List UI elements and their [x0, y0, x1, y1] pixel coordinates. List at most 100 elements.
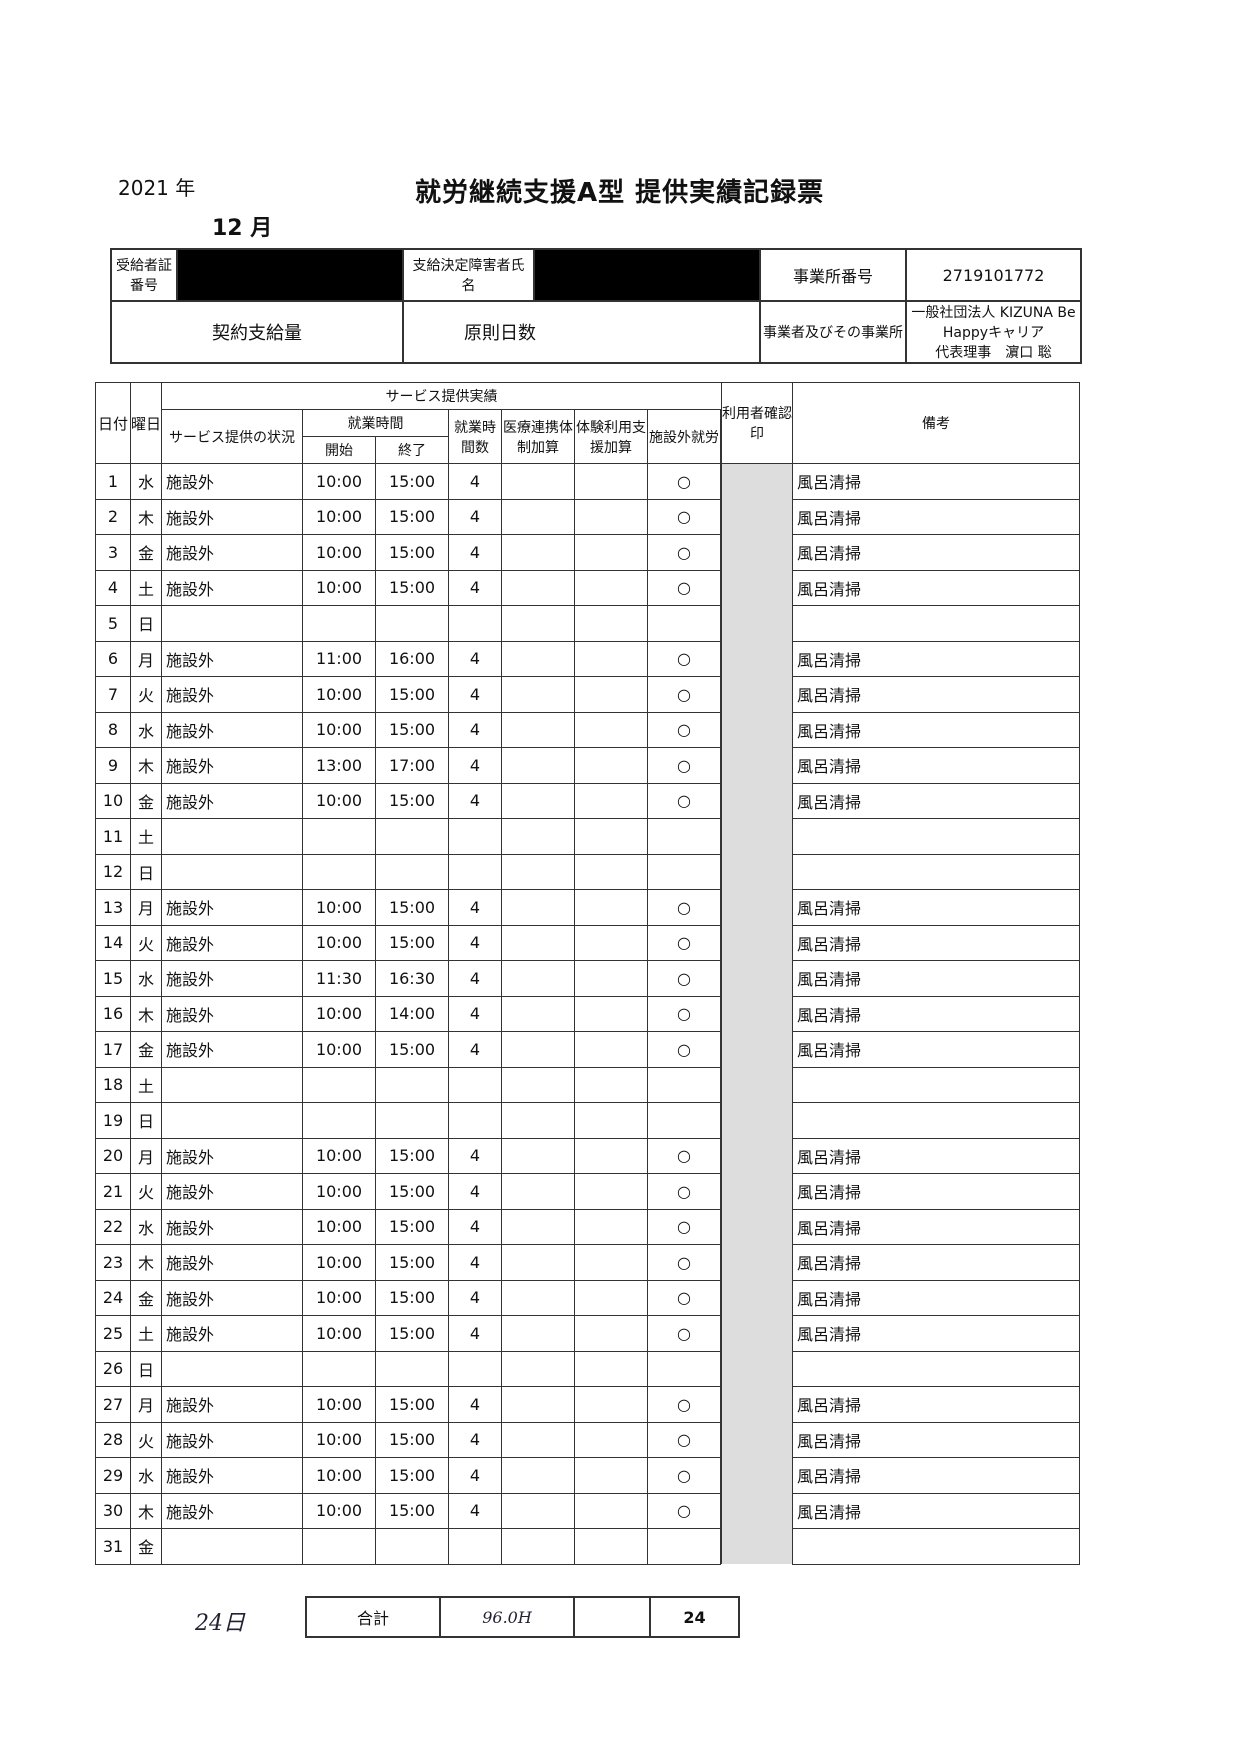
remarks-cell: 風呂清掃 [792, 1031, 1080, 1068]
start-cell [302, 818, 376, 855]
user-seal-blurred [721, 534, 793, 570]
hours-cell: 4 [448, 1137, 502, 1174]
hours-cell: 4 [448, 747, 502, 784]
remarks-cell: 風呂清掃 [792, 1457, 1080, 1494]
user-seal-blurred [721, 1244, 793, 1280]
outside-cell: ○ [647, 1137, 721, 1174]
col-end: 終了 [375, 436, 449, 464]
remarks-cell: 風呂清掃 [792, 747, 1080, 784]
hours-cell: 4 [448, 534, 502, 571]
medical-cell [501, 1208, 575, 1245]
record-table: 日付 曜日 サービス提供実績 利用者確認印 備考 サービス提供の状況 就業時間 … [95, 382, 1080, 1565]
end-cell [375, 1350, 449, 1387]
end-cell: 15:00 [375, 1173, 449, 1210]
end-cell: 16:00 [375, 640, 449, 677]
table-row: 20 月施設外 10:00 15:00 4 ○ 風呂清掃 [95, 1137, 1080, 1174]
end-cell: 15:00 [375, 1492, 449, 1529]
day-cell: 8 [95, 711, 131, 748]
user-seal-blurred [721, 783, 793, 819]
outside-cell: ○ [647, 1279, 721, 1316]
status-cell: 施設外 [161, 1244, 303, 1281]
hours-cell: 4 [448, 463, 502, 500]
remarks-cell: 風呂清掃 [792, 534, 1080, 571]
day-cell: 23 [95, 1244, 131, 1281]
hours-cell: 4 [448, 1457, 502, 1494]
status-cell: 施設外 [161, 1492, 303, 1529]
status-cell [161, 1528, 303, 1565]
outside-cell [647, 605, 721, 642]
user-seal-blurred [721, 1315, 793, 1351]
end-cell: 15:00 [375, 498, 449, 535]
weekday-cell: 金 [130, 534, 162, 571]
user-seal-blurred [721, 1173, 793, 1209]
start-cell: 10:00 [302, 782, 376, 819]
outside-cell: ○ [647, 1386, 721, 1423]
hours-cell [448, 853, 502, 890]
trial-cell [574, 1492, 648, 1529]
weekday-cell: 月 [130, 889, 162, 926]
medical-cell [501, 1102, 575, 1139]
table-row: 2 木施設外 10:00 15:00 4 ○ 風呂清掃 [95, 498, 1080, 535]
remarks-cell: 風呂清掃 [792, 1315, 1080, 1352]
status-cell: 施設外 [161, 960, 303, 997]
outside-cell: ○ [647, 463, 721, 500]
end-cell [375, 1066, 449, 1103]
day-cell: 24 [95, 1279, 131, 1316]
user-seal-blurred [721, 676, 793, 712]
status-cell: 施設外 [161, 1208, 303, 1245]
outside-cell: ○ [647, 960, 721, 997]
remarks-cell: 風呂清掃 [792, 640, 1080, 677]
medical-cell [501, 1173, 575, 1210]
start-cell: 10:00 [302, 534, 376, 571]
table-row: 28 火施設外 10:00 15:00 4 ○ 風呂清掃 [95, 1421, 1080, 1458]
outside-cell [647, 1528, 721, 1565]
outside-cell: ○ [647, 1315, 721, 1352]
remarks-cell: 風呂清掃 [792, 1421, 1080, 1458]
start-cell: 10:00 [302, 1457, 376, 1494]
office-no-label: 事業所番号 [759, 248, 907, 302]
col-start: 開始 [302, 436, 376, 464]
weekday-cell: 木 [130, 1492, 162, 1529]
outside-cell: ○ [647, 1208, 721, 1245]
table-row: 26 日 [95, 1350, 1080, 1387]
start-cell: 10:00 [302, 1031, 376, 1068]
provider: 一般社団法人 KIZUNA Be Happyキャリア 代表理事 濵口 聡 [905, 300, 1082, 364]
trial-cell [574, 1528, 648, 1565]
start-cell [302, 853, 376, 890]
hours-cell: 4 [448, 995, 502, 1032]
table-row: 7 火施設外 10:00 15:00 4 ○ 風呂清掃 [95, 676, 1080, 713]
year: 2021 年 [118, 176, 196, 200]
start-cell: 11:00 [302, 640, 376, 677]
user-seal-blurred [721, 1031, 793, 1067]
start-cell: 10:00 [302, 924, 376, 961]
day-cell: 10 [95, 782, 131, 819]
medical-cell [501, 498, 575, 535]
weekday-cell: 木 [130, 498, 162, 535]
start-cell: 10:00 [302, 1208, 376, 1245]
remarks-cell [792, 818, 1080, 855]
total-hours: 96.0H [439, 1596, 575, 1638]
outside-cell [647, 1350, 721, 1387]
table-row: 13 月施設外 10:00 15:00 4 ○ 風呂清掃 [95, 889, 1080, 926]
recipient-no-label: 受給者証番号 [110, 248, 178, 302]
weekday-cell: 金 [130, 1528, 162, 1565]
remarks-cell: 風呂清掃 [792, 1279, 1080, 1316]
name-label: 支給決定障害者氏名 [402, 248, 535, 302]
remarks-cell: 風呂清掃 [792, 498, 1080, 535]
day-cell: 1 [95, 463, 131, 500]
day-cell: 7 [95, 676, 131, 713]
table-row: 14 火施設外 10:00 15:00 4 ○ 風呂清掃 [95, 924, 1080, 961]
user-seal-blurred [721, 1528, 793, 1564]
weekday-cell: 火 [130, 676, 162, 713]
trial-cell [574, 1386, 648, 1423]
end-cell [375, 1528, 449, 1565]
hours-cell: 4 [448, 782, 502, 819]
table-row: 11 土 [95, 818, 1080, 855]
outside-cell [647, 853, 721, 890]
trial-cell [574, 1421, 648, 1458]
medical-cell [501, 1244, 575, 1281]
table-row: 27 月施設外 10:00 15:00 4 ○ 風呂清掃 [95, 1386, 1080, 1423]
weekday-cell: 月 [130, 640, 162, 677]
remarks-cell: 風呂清掃 [792, 463, 1080, 500]
weekday-cell: 金 [130, 782, 162, 819]
